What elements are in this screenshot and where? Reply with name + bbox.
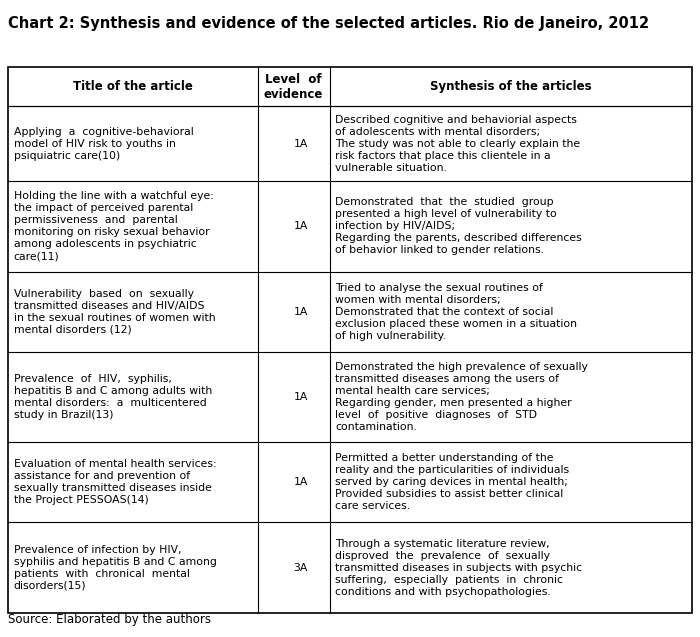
Text: Described cognitive and behaviorial aspects
of adolescents with mental disorders: Described cognitive and behaviorial aspe… (335, 115, 580, 173)
Text: Through a systematic literature review,
disproved  the  prevalence  of  sexually: Through a systematic literature review, … (335, 538, 582, 597)
Text: Chart 2: Synthesis and evidence of the selected articles. Rio de Janeiro, 2012: Chart 2: Synthesis and evidence of the s… (8, 16, 650, 31)
Text: Level  of
evidence: Level of evidence (264, 73, 323, 101)
Bar (8, 67, 692, 613)
Text: Prevalence of infection by HIV,
syphilis and hepatitis B and C among
patients  w: Prevalence of infection by HIV, syphilis… (14, 545, 217, 590)
Text: Demonstrated the high prevalence of sexually
transmitted diseases among the user: Demonstrated the high prevalence of sexu… (335, 362, 588, 432)
Text: Synthesis of the articles: Synthesis of the articles (430, 80, 592, 93)
Text: Demonstrated  that  the  studied  group
presented a high level of vulnerability : Demonstrated that the studied group pres… (335, 197, 582, 255)
Text: Applying  a  cognitive-behavioral
model of HIV risk to youths in
psiquiatric car: Applying a cognitive-behavioral model of… (14, 127, 194, 161)
Text: 3A: 3A (293, 562, 308, 573)
Text: Title of the article: Title of the article (73, 80, 193, 93)
Text: Source: Elaborated by the authors: Source: Elaborated by the authors (8, 613, 211, 626)
Text: Permitted a better understanding of the
reality and the particularities of indiv: Permitted a better understanding of the … (335, 454, 569, 512)
Text: 1A: 1A (293, 139, 308, 148)
Text: Tried to analyse the sexual routines of
women with mental disorders;
Demonstrate: Tried to analyse the sexual routines of … (335, 283, 577, 341)
Text: 1A: 1A (293, 392, 308, 402)
Text: 1A: 1A (293, 306, 308, 317)
Text: 1A: 1A (293, 222, 308, 231)
Text: Evaluation of mental health services:
assistance for and prevention of
sexually : Evaluation of mental health services: as… (14, 459, 216, 505)
Text: Prevalence  of  HIV,  syphilis,
hepatitis B and C among adults with
mental disor: Prevalence of HIV, syphilis, hepatitis B… (14, 374, 212, 420)
Text: 1A: 1A (293, 477, 308, 487)
Text: Holding the line with a watchful eye:
the impact of perceived parental
permissiv: Holding the line with a watchful eye: th… (14, 191, 213, 261)
Text: Vulnerability  based  on  sexually
transmitted diseases and HIV/AIDS
in the sexu: Vulnerability based on sexually transmit… (14, 289, 216, 334)
